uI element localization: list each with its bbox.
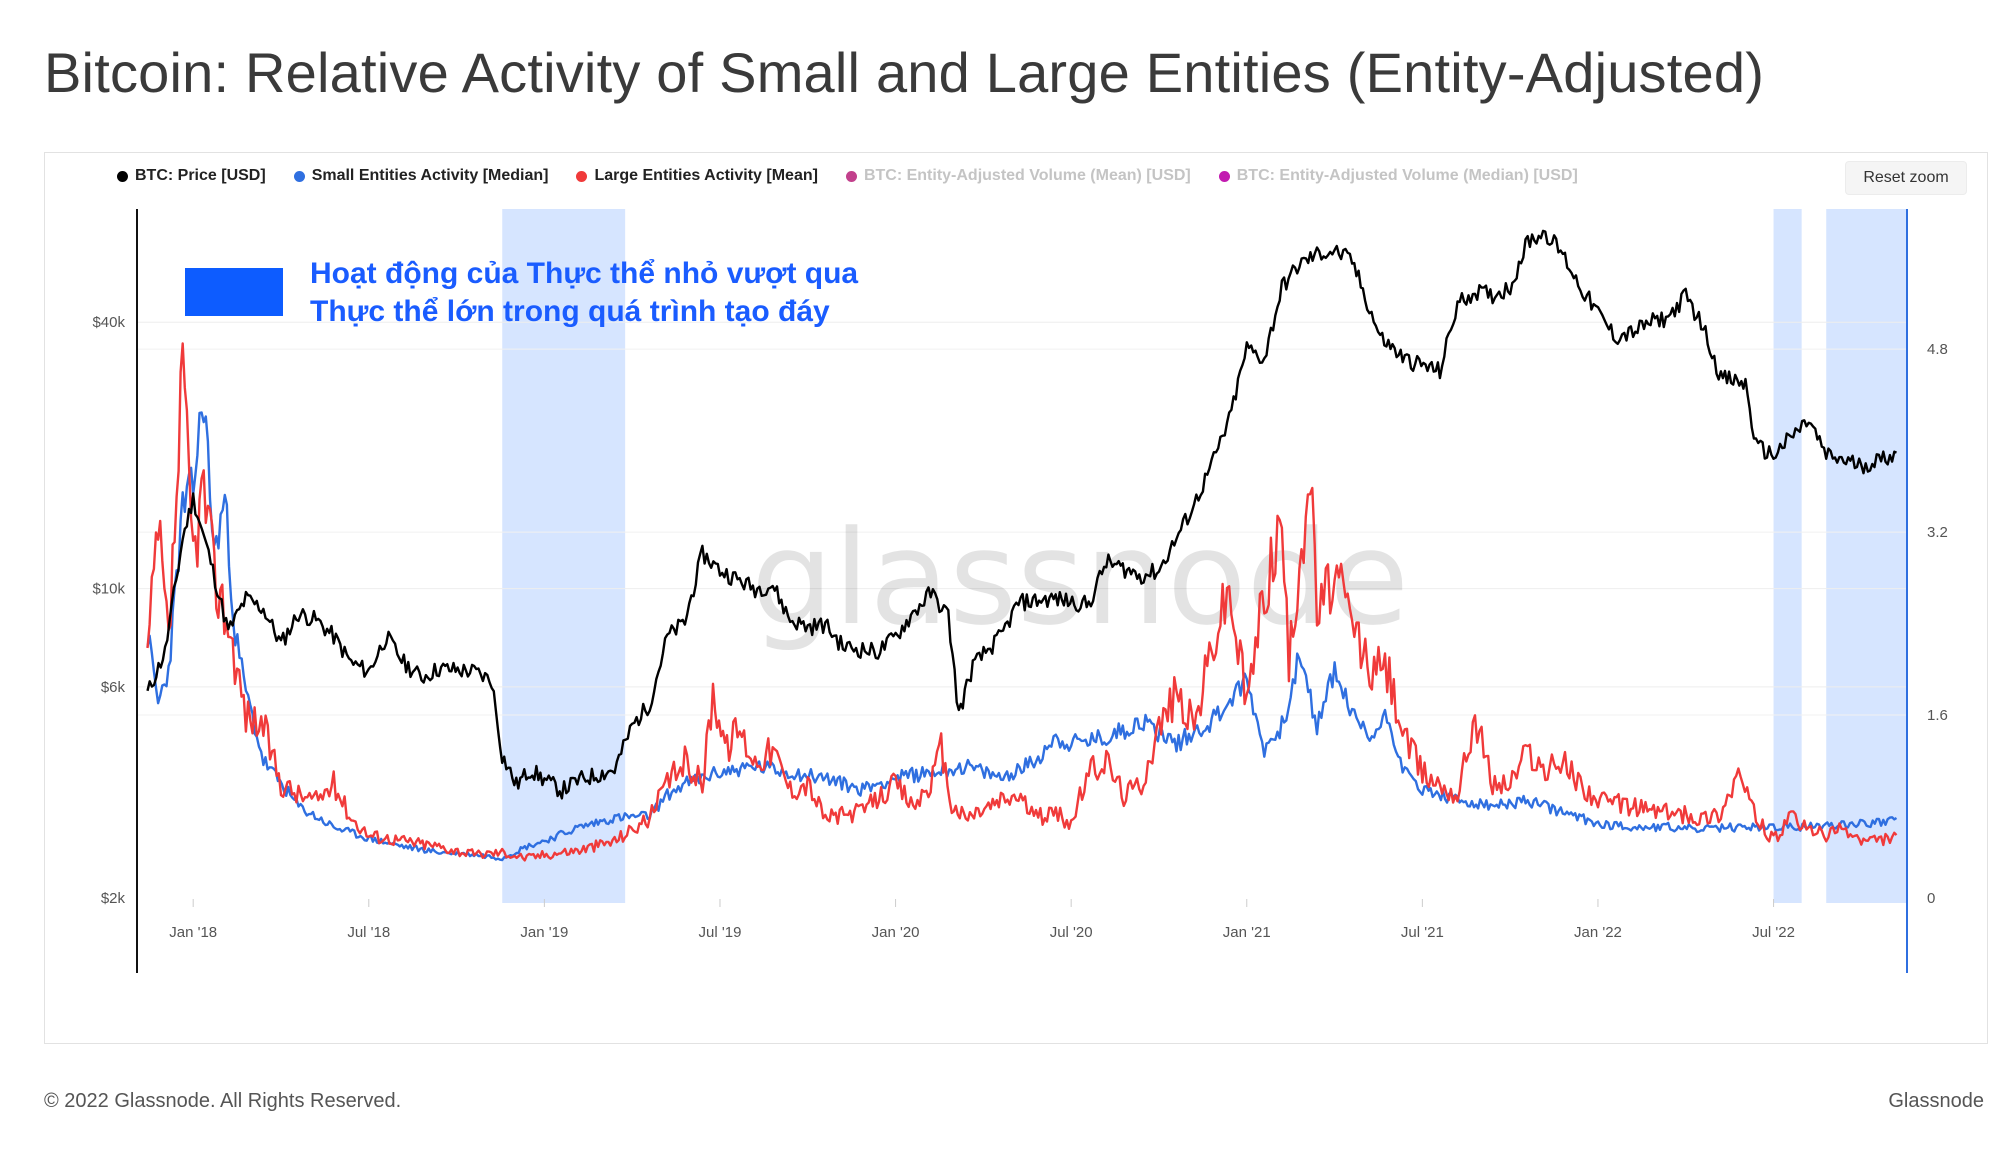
x-tick-label: Jul '20 [1050, 924, 1093, 941]
legend-label: BTC: Entity-Adjusted Volume (Median) [US… [1236, 167, 1578, 184]
y-left-tick-label: $40k [92, 314, 125, 331]
x-tick-label: Jan '20 [872, 924, 920, 941]
annotation-line-2: Thực thể lớn trong quá trình tạo đáy [310, 295, 830, 328]
page-title: Bitcoin: Relative Activity of Small and … [44, 41, 1765, 104]
chart-panel: BTC: Price [USD] Small Entities Activity… [44, 152, 1988, 1044]
legend-marker-icon [117, 170, 128, 182]
legend-item-volume-median[interactable]: BTC: Entity-Adjusted Volume (Median) [US… [1218, 167, 1578, 185]
small-entities-line[interactable] [146, 411, 1898, 862]
large-entities-line[interactable] [146, 342, 1898, 862]
legend-item-large-entities[interactable]: Large Entities Activity [Mean] [576, 167, 818, 185]
legend-label: BTC: Price [USD] [135, 167, 266, 184]
watermark: glassnode [751, 502, 1409, 654]
x-tick-label: Jul '22 [1752, 924, 1795, 941]
y-left-tick-label: $10k [92, 581, 125, 598]
x-tick-label: Jan '18 [169, 924, 217, 941]
annotation-swatch [185, 268, 283, 316]
legend-marker-icon [1218, 170, 1230, 182]
x-tick-label: Jul '18 [347, 924, 390, 941]
annotation-line-1: Hoạt động của Thực thể nhỏ vượt qua [310, 257, 858, 290]
x-tick-label: Jul '19 [699, 924, 742, 941]
y-right-tick-label: 0 [1927, 890, 1935, 907]
btc-price-line[interactable] [146, 229, 1897, 800]
y-right-tick-label: 1.6 [1927, 707, 1948, 724]
chart-legend: BTC: Price [USD] Small Entities Activity… [117, 167, 1578, 185]
y-right-tick-label: 4.8 [1927, 341, 1948, 358]
chart-canvas[interactable]: glassnode Jan '18 Jul '18 Jan '19 Jul '19 Ja… [45, 153, 1987, 1043]
x-tick-label: Jan '19 [520, 924, 568, 941]
legend-label: Large Entities Activity [Mean] [594, 167, 818, 184]
x-tick-label: Jul '21 [1401, 924, 1444, 941]
legend-item-volume-mean[interactable]: BTC: Entity-Adjusted Volume (Mean) [USD] [845, 167, 1191, 185]
legend-item-small-entities[interactable]: Small Entities Activity [Median] [293, 167, 549, 185]
highlight-band [1826, 209, 1907, 903]
x-tick-label: Jan '21 [1223, 924, 1271, 941]
legend-item-btc-price[interactable]: BTC: Price [USD] [117, 167, 266, 185]
copyright-text: © 2022 Glassnode. All Rights Reserved. [44, 1090, 402, 1112]
reset-zoom-button[interactable]: Reset zoom [1845, 161, 1967, 195]
legend-marker-icon [293, 170, 305, 182]
y-right-tick-label: 3.2 [1927, 524, 1948, 541]
legend-marker-icon [845, 170, 857, 182]
x-tick-label: Jan '22 [1574, 924, 1622, 941]
legend-label: BTC: Entity-Adjusted Volume (Mean) [USD] [863, 167, 1191, 184]
brand-text: Glassnode [1888, 1090, 1984, 1112]
legend-marker-icon [576, 170, 588, 182]
y-left-tick-label: $2k [101, 890, 126, 907]
legend-label: Small Entities Activity [Median] [311, 167, 549, 184]
highlight-band [1773, 209, 1802, 903]
y-left-tick-label: $6k [101, 679, 126, 696]
